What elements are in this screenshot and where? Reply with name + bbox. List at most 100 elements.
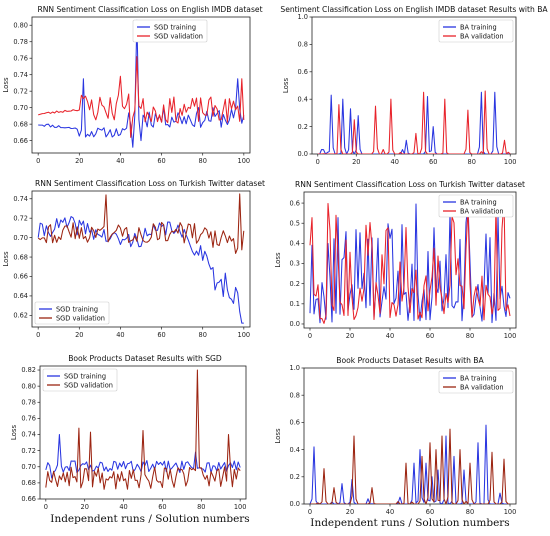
x-tick-label: 20: [352, 158, 360, 166]
y-tick-label: 0.66: [21, 495, 36, 503]
series-line-2: [38, 56, 245, 138]
y-tick-label: 0.66: [13, 273, 28, 281]
legend-entry: BA validation: [460, 383, 504, 391]
y-tick-label: 0.80: [21, 382, 36, 390]
chart-panel-4: RNN Sentiment Classification Loss on Tur…: [274, 180, 525, 340]
x-tick-label: 40: [391, 158, 399, 166]
legend-entry: BA validation: [460, 207, 504, 215]
y-tick-label: 0.1: [290, 300, 301, 308]
y-tick-label: 1.0: [298, 13, 309, 21]
series-line-1: [309, 424, 510, 504]
y-tick-label: 0.8: [298, 41, 309, 49]
legend-box: [132, 19, 208, 43]
chart-title: RNN Sentiment Classification Loss on Eng…: [37, 5, 262, 14]
x-tick-label: 40: [386, 508, 394, 516]
y-tick-label: 1.0: [290, 364, 301, 372]
x-tick-label: 40: [116, 157, 124, 165]
x-tick-label: 40: [116, 331, 124, 339]
x-tick-label: 0: [316, 158, 320, 166]
y-tick-label: 0.72: [13, 87, 28, 95]
y-tick-label: 0.2: [298, 123, 309, 131]
y-tick-label: 0.4: [290, 240, 301, 248]
legend-entry: SGD training: [154, 23, 196, 31]
chart-panel-5: Book Products Dataset Results with SGD 0.…: [10, 354, 246, 511]
x-tick-label: 20: [81, 503, 89, 511]
x-tick-label: 80: [197, 503, 205, 511]
y-tick-label: 0.0: [290, 500, 301, 508]
legend-entry: BA training: [460, 374, 497, 382]
chart-title: Sentiment Classification Loss on English…: [280, 5, 548, 14]
series-line-1: [37, 216, 244, 324]
legend-entry: SGD training: [56, 305, 98, 313]
x-tick-label: 100: [504, 508, 517, 516]
legend-box: [34, 301, 110, 325]
y-tick-label: 0.72: [21, 447, 36, 455]
x-tick-label: 60: [158, 503, 166, 511]
x-tick-label: 100: [238, 157, 251, 165]
x-tick-label: 20: [75, 157, 83, 165]
y-tick-label: 0.64: [13, 292, 28, 300]
x-tick-label: 40: [119, 503, 127, 511]
series-line-2: [309, 200, 511, 324]
x-tick-label: 20: [346, 508, 354, 516]
y-tick-label: 0.76: [21, 415, 36, 423]
legend-entry: SGD validation: [64, 381, 113, 389]
y-tick-label: 0.66: [13, 137, 28, 145]
y-tick-label: 0.70: [13, 234, 28, 242]
y-tick-label: 0.68: [21, 479, 36, 487]
figure-caption: Independent runs / Solution numbers: [50, 513, 249, 525]
y-axis-label: Loss: [274, 252, 282, 268]
y-axis-label: Loss: [10, 424, 18, 440]
y-tick-label: 0.4: [290, 446, 301, 454]
x-tick-label: 40: [386, 332, 394, 340]
series-line-1: [45, 433, 241, 479]
figure-caption-right: Independent runs / Solution numbers: [310, 517, 509, 529]
x-tick-label: 80: [468, 158, 476, 166]
y-axis-label: Loss: [274, 428, 282, 444]
legend-entry: SGD validation: [56, 314, 105, 322]
x-tick-label: 100: [504, 158, 517, 166]
x-tick-label: 0: [36, 331, 40, 339]
y-tick-label: 0.74: [13, 195, 28, 203]
x-tick-label: 60: [426, 332, 434, 340]
series-line-2: [45, 369, 241, 490]
chart-title: RNN Sentiment Classification Loss on Tur…: [295, 180, 525, 189]
legend-box: [438, 19, 514, 43]
legend-box: [438, 194, 514, 218]
x-tick-label: 20: [346, 332, 354, 340]
legend-entry: SGD training: [64, 372, 106, 380]
legend-entry: SGD validation: [154, 32, 203, 40]
y-tick-label: 0.4: [298, 95, 309, 103]
x-tick-label: 60: [426, 508, 434, 516]
y-tick-label: 0.0: [290, 320, 301, 328]
x-tick-label: 80: [199, 331, 207, 339]
chart-panel-2: Sentiment Classification Loss on English…: [280, 5, 548, 166]
x-tick-label: 0: [44, 503, 48, 511]
y-tick-label: 0.78: [21, 398, 36, 406]
y-axis-label: Loss: [2, 77, 10, 93]
y-tick-label: 0.78: [13, 38, 28, 46]
chart-panel-6: Book Products Dataset Results with BA 0.0…: [274, 356, 517, 516]
y-tick-label: 0.6: [290, 419, 301, 427]
chart-panel-1: RNN Sentiment Classification Loss on Eng…: [2, 5, 263, 165]
legend-entry: BA training: [460, 23, 497, 31]
y-tick-label: 0.76: [13, 54, 28, 62]
y-tick-label: 0.6: [298, 68, 309, 76]
x-tick-label: 80: [466, 332, 474, 340]
chart-panel-3: RNN Sentiment Classification Loss on Tur…: [2, 179, 265, 339]
x-tick-label: 60: [429, 158, 437, 166]
legend-entry: BA training: [460, 198, 497, 206]
y-tick-label: 0.70: [13, 104, 28, 112]
x-tick-label: 100: [504, 332, 517, 340]
y-tick-label: 0.68: [13, 253, 28, 261]
series-line-1: [317, 91, 511, 154]
chart-title: Book Products Dataset Results with SGD: [68, 354, 222, 363]
y-tick-label: 0.3: [290, 260, 301, 268]
y-tick-label: 0.62: [13, 312, 28, 320]
series-line-1: [38, 19, 245, 148]
y-tick-label: 0.70: [21, 463, 36, 471]
x-tick-label: 0: [308, 508, 312, 516]
chart-title: RNN Sentiment Classification Loss on Tur…: [35, 179, 265, 188]
x-tick-label: 0: [36, 157, 40, 165]
legend-entry: BA validation: [460, 32, 504, 40]
